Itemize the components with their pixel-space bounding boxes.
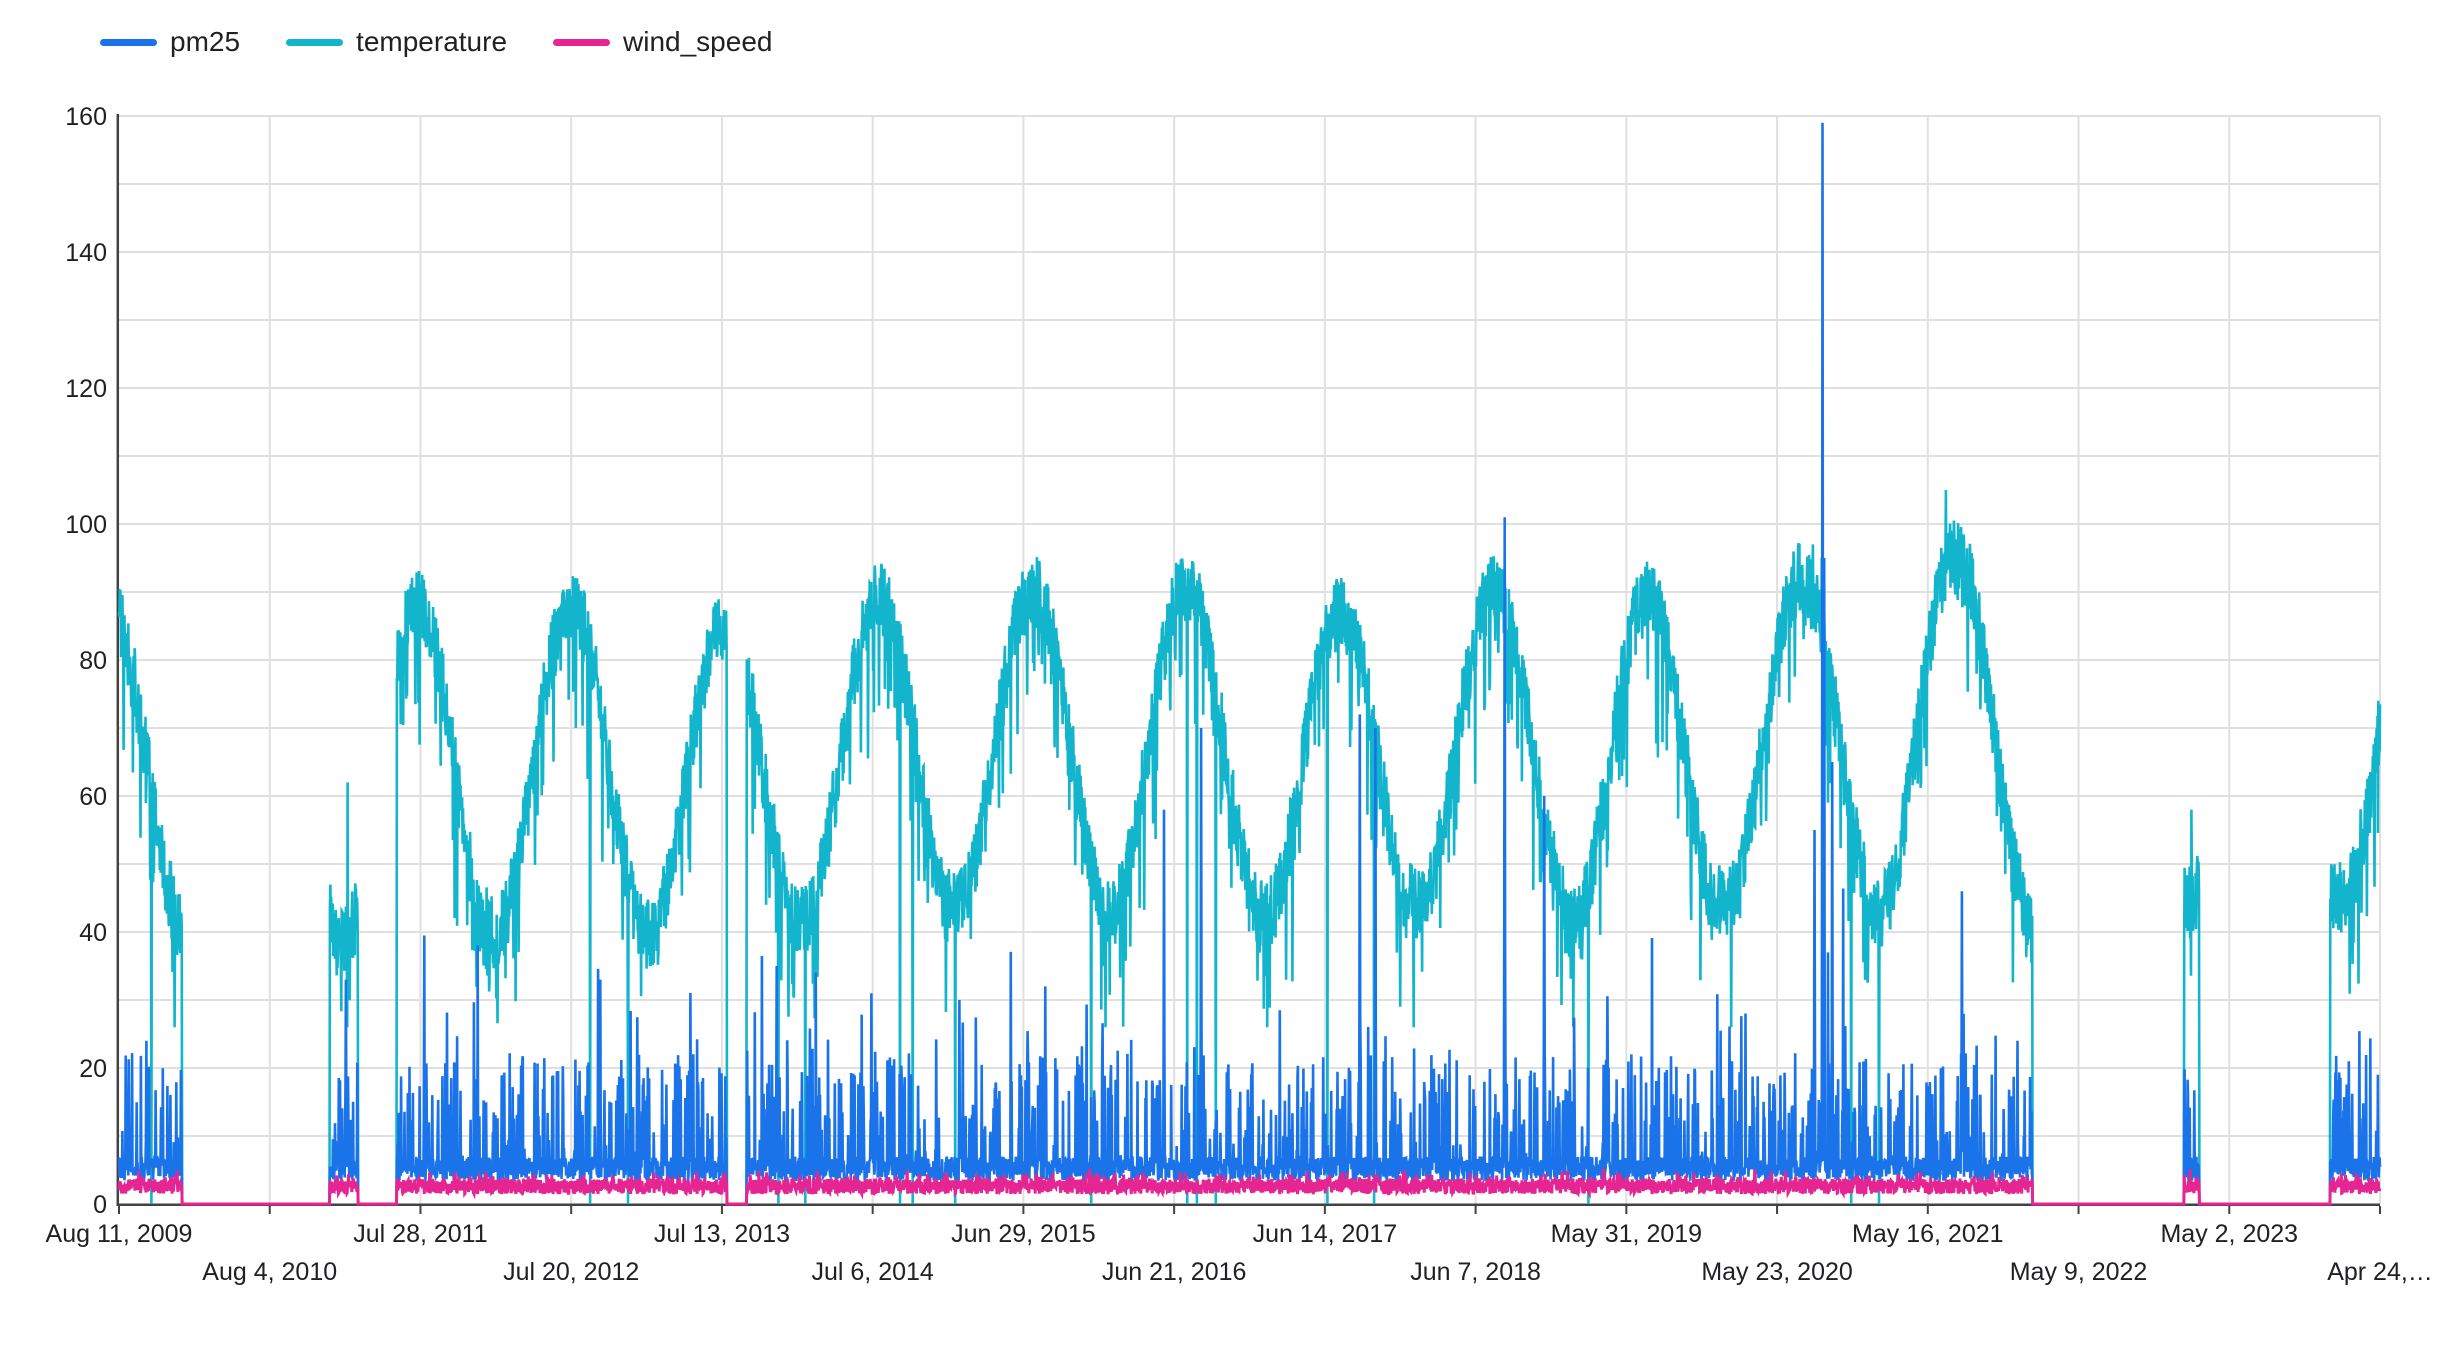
legend-item-wind-speed[interactable]: wind_speed [553,28,772,56]
y-tick-label: 140 [65,239,107,267]
x-tick-label: May 16, 2021 [1852,1220,2004,1248]
chart-legend: pm25 temperature wind_speed [100,24,772,60]
y-tick-label: 40 [79,919,107,947]
legend-label-pm25: pm25 [170,26,241,57]
x-tick-label: Jun 29, 2015 [951,1220,1096,1248]
y-tick-label: 60 [79,783,107,811]
y-tick-label: 20 [79,1055,107,1083]
series-pm25-line [117,122,2382,1206]
series-wind_speed-line [117,1168,2382,1206]
x-tick-label: Jun 21, 2016 [1102,1258,1247,1286]
legend-swatch-wind-speed [553,38,611,46]
x-tick-label: May 23, 2020 [1701,1258,1853,1286]
legend-item-temperature[interactable]: temperature [286,28,507,56]
x-tick-label: Apr 24,… [2327,1258,2433,1286]
x-tick-label: May 31, 2019 [1551,1220,1703,1248]
y-tick-label: 80 [79,647,107,675]
legend-item-pm25[interactable]: pm25 [100,28,240,56]
x-tick-label: May 9, 2022 [2010,1258,2148,1286]
legend-label-wind-speed: wind_speed [623,26,773,57]
x-tick-label: Jul 6, 2014 [812,1258,934,1286]
x-tick-label: Jul 28, 2011 [353,1220,487,1248]
y-tick-label: 100 [65,511,107,539]
y-tick-label: 160 [65,103,107,131]
x-tick-label: Jun 14, 2017 [1253,1220,1398,1248]
x-tick-label: Jul 20, 2012 [503,1258,639,1286]
x-tick-label: Aug 4, 2010 [202,1258,337,1286]
legend-swatch-pm25 [100,38,157,46]
y-tick-label: 0 [93,1191,107,1219]
legend-label-temperature: temperature [356,26,508,57]
y-tick-label: 120 [65,375,107,403]
x-tick-label: Jun 7, 2018 [1410,1258,1541,1286]
series-temperature-line [117,489,2382,1206]
x-tick-label: May 2, 2023 [2160,1220,2298,1248]
legend-swatch-temperature [286,38,344,46]
x-tick-label: Jul 13, 2013 [654,1220,790,1248]
x-tick-label: Aug 11, 2009 [46,1220,193,1248]
